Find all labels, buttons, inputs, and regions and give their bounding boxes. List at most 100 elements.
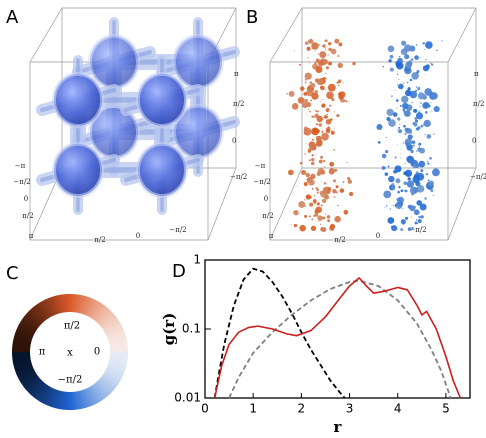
dot: [338, 94, 344, 100]
dot: [385, 150, 389, 154]
dot: [342, 181, 345, 183]
ring-segment: [38, 301, 50, 319]
dot: [412, 209, 414, 211]
dot: [288, 90, 295, 97]
dot: [430, 189, 434, 193]
ring-segment: [96, 308, 111, 324]
ring-segment: [84, 298, 94, 316]
dot: [411, 216, 412, 218]
dot: [310, 225, 317, 232]
panel-label: B: [246, 7, 258, 28]
dot: [332, 75, 334, 76]
dot: [416, 184, 425, 193]
axis-tick-label: −π/2: [13, 178, 30, 186]
ring-segment: [50, 389, 58, 408]
axis-tick-label: 0: [136, 232, 140, 240]
dot: [338, 84, 340, 87]
ring-segment: [102, 317, 119, 330]
blob: [88, 34, 140, 90]
dot: [398, 185, 401, 189]
ring-segment: [44, 387, 54, 406]
x-tick-label: 3: [346, 402, 354, 416]
dot: [316, 202, 320, 206]
dot: [328, 47, 332, 52]
dot: [397, 84, 399, 86]
dot: [326, 113, 329, 116]
ring-segment: [74, 391, 79, 410]
dot: [407, 177, 411, 181]
ring-segment: [107, 364, 126, 372]
dot: [396, 129, 398, 131]
dot: [316, 142, 318, 144]
dot: [321, 132, 329, 141]
ring-segment: [49, 296, 58, 315]
ring-segment: [59, 294, 65, 313]
ring-segment: [15, 365, 34, 375]
dot: [409, 158, 415, 164]
dot: [404, 162, 406, 164]
dot: [342, 82, 344, 84]
dot: [298, 213, 300, 215]
dot: [323, 159, 326, 163]
dot: [313, 201, 317, 204]
ring-segment: [103, 319, 120, 331]
dot: [329, 104, 332, 107]
dot: [317, 215, 323, 221]
dot: [304, 214, 308, 218]
dot: [328, 168, 335, 175]
ring-segment: [44, 299, 54, 317]
ring-segment: [22, 316, 39, 329]
ring-segment: [109, 357, 128, 363]
dot: [347, 179, 353, 184]
ring-segment: [94, 382, 108, 398]
dot: [409, 186, 418, 195]
ring-segment: [11, 349, 31, 353]
panel-c: π/2 π x 0 −π/2: [11, 293, 129, 411]
dot: [407, 107, 411, 112]
panel-label: D: [172, 261, 186, 282]
dot: [423, 189, 425, 191]
x-tick-label: 2: [298, 402, 306, 416]
ring-segment: [12, 339, 31, 346]
ring-segment: [82, 296, 90, 315]
ring-segment: [98, 378, 114, 393]
dot: [388, 119, 396, 127]
box-edge: [269, 7, 303, 63]
dot: [304, 72, 312, 80]
dot: [403, 124, 406, 128]
dot: [309, 81, 313, 84]
dot: [407, 81, 409, 83]
panel-a: π π/2 0 −π/2 −π −π/2 0 π/2 π π/2 0 −π/2: [13, 7, 247, 244]
dot: [303, 199, 306, 201]
dot: [389, 67, 394, 72]
axis-tick-label: −π/2: [230, 173, 247, 181]
dot: [406, 180, 415, 188]
dot: [419, 86, 421, 88]
ring-segment: [40, 300, 52, 318]
ring-segment: [109, 351, 129, 355]
dot: [404, 138, 413, 147]
ring-segment: [101, 315, 117, 329]
dot: [303, 92, 308, 96]
dot: [325, 128, 331, 134]
ring-segment: [12, 341, 31, 347]
dot: [310, 99, 313, 102]
dot: [398, 129, 402, 134]
dot: [387, 183, 389, 185]
ring-segment: [19, 372, 37, 384]
ring-segment: [98, 311, 114, 326]
dot: [418, 110, 420, 112]
dot: [304, 81, 307, 84]
ring-segment: [29, 308, 44, 324]
dot: [419, 203, 427, 211]
dot: [296, 110, 298, 112]
dot: [329, 161, 335, 167]
dot: [402, 102, 409, 110]
dot: [400, 148, 402, 150]
dot: [406, 127, 412, 134]
ring-segment: [37, 302, 49, 319]
dot: [305, 186, 306, 188]
dot: [291, 103, 299, 110]
dot: [330, 93, 332, 96]
panel-label: C: [6, 263, 19, 284]
